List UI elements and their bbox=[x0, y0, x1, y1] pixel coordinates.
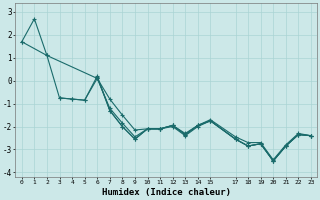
X-axis label: Humidex (Indice chaleur): Humidex (Indice chaleur) bbox=[102, 188, 231, 197]
